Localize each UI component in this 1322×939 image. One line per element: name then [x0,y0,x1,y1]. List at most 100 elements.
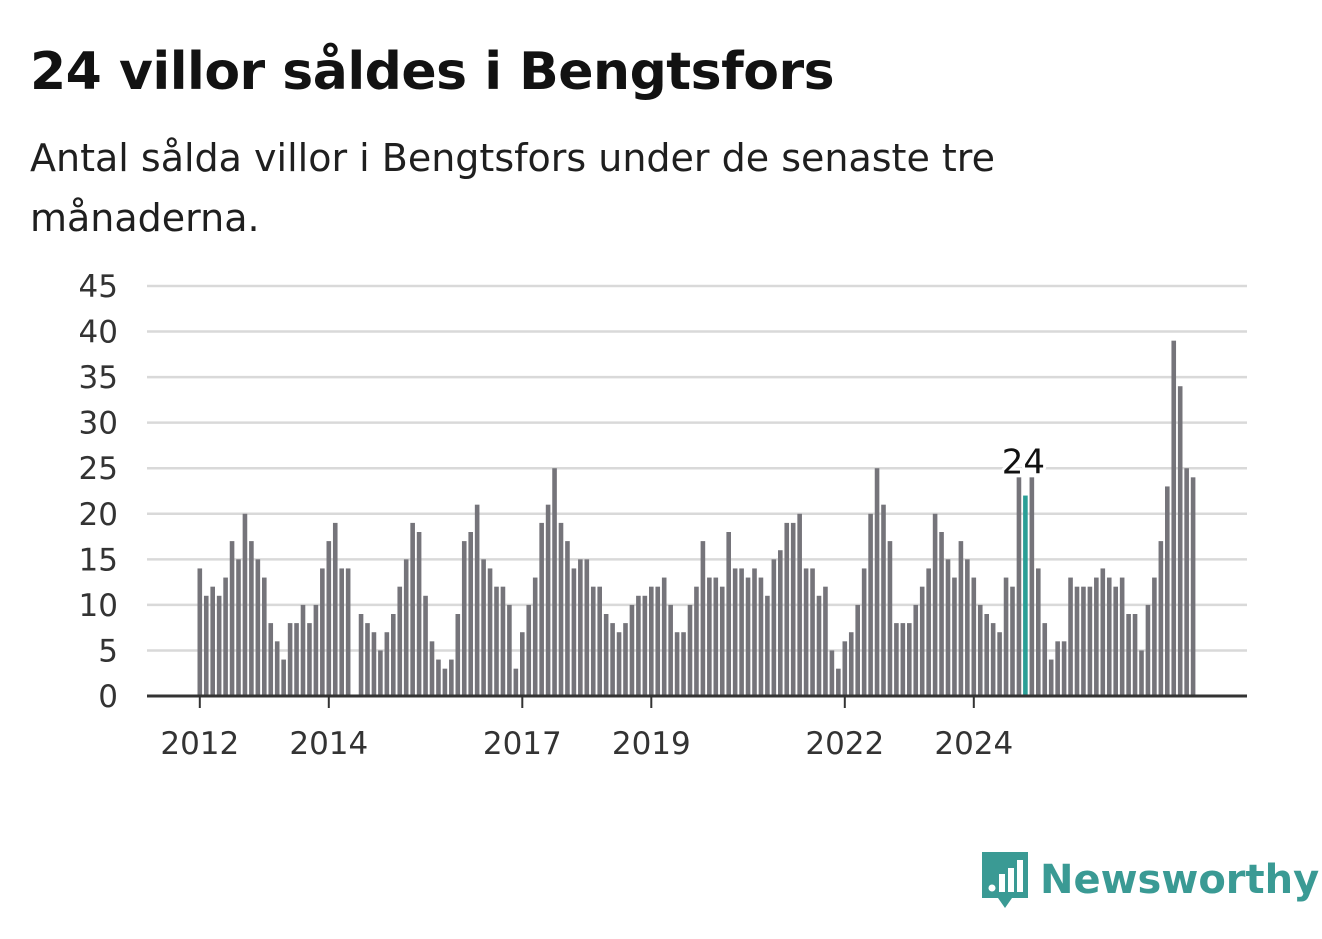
bar [365,623,370,696]
bar [655,586,661,696]
bar [1113,586,1118,696]
bar [223,577,228,696]
bar [274,641,280,696]
bar [952,577,957,696]
bar [623,623,628,696]
bar [449,659,454,696]
bar [810,568,815,696]
bar [1106,577,1112,696]
bar [997,632,1002,696]
y-tick-label: 40 [79,315,118,351]
bar [1139,650,1144,696]
bar [758,577,764,696]
bar [1184,468,1189,696]
bar [745,577,751,696]
bar [481,559,486,696]
bar [326,541,332,696]
bar [836,668,841,696]
bar [765,595,770,696]
bar [378,650,383,696]
bar [965,559,970,696]
x-tick-label: 2024 [934,726,1013,762]
bar [971,577,977,696]
bar [345,568,351,696]
bar [694,586,699,696]
bar [320,568,325,696]
bar [1061,641,1067,696]
bar [1094,577,1099,696]
bar [1048,659,1054,696]
x-tick-label: 2012 [160,726,239,762]
bar [403,559,409,696]
bar [990,623,996,696]
bar [532,577,538,696]
bar [300,604,306,696]
bar [590,586,596,696]
bar [339,568,344,696]
bar [1010,586,1015,696]
bar [307,623,312,696]
bar [507,604,512,696]
bar [874,468,880,696]
bar [294,623,299,696]
bar [861,568,867,696]
bar [371,632,377,696]
bar [823,586,828,696]
bar [565,541,570,696]
bar [668,604,673,696]
bar [913,604,919,696]
bar [674,632,680,696]
bar [1074,586,1080,696]
bar [332,522,338,696]
bar [1119,577,1125,696]
bar [1036,568,1041,696]
bar [513,668,519,696]
bar [881,504,886,696]
bar [790,522,796,696]
bar [958,541,964,696]
y-tick-label: 30 [79,406,118,442]
bar [926,568,931,696]
newsworthy-brand: Newsworthy [980,848,1319,912]
bar [771,559,777,696]
bar [1016,477,1022,696]
bar [1171,340,1177,696]
bar [442,668,448,696]
bar [616,632,622,696]
bar [500,586,506,696]
bar [539,522,544,696]
bar [229,541,235,696]
bar [397,586,403,696]
bar [868,513,873,696]
bar [829,650,835,696]
y-tick-label: 25 [79,451,118,487]
y-tick-label: 0 [98,679,118,715]
bar [629,604,635,696]
bar [739,568,744,696]
highlight-bar [1023,495,1028,696]
bar [249,541,254,696]
bar [281,659,286,696]
bar [461,541,467,696]
bar [1158,541,1164,696]
bar [558,522,564,696]
bar [262,577,267,696]
bar [919,586,925,696]
bar [687,604,693,696]
bar [1165,486,1170,696]
bar [1087,586,1093,696]
bar [719,586,725,696]
bar [726,532,731,696]
bar [203,595,209,696]
x-tick-label: 2022 [805,726,884,762]
y-tick-label: 35 [79,360,118,396]
bar [391,614,396,696]
bar [1177,386,1183,696]
bar [242,513,248,696]
bar [977,604,983,696]
bar [287,623,293,696]
bar [894,623,899,696]
bar [939,532,944,696]
bar [887,541,893,696]
